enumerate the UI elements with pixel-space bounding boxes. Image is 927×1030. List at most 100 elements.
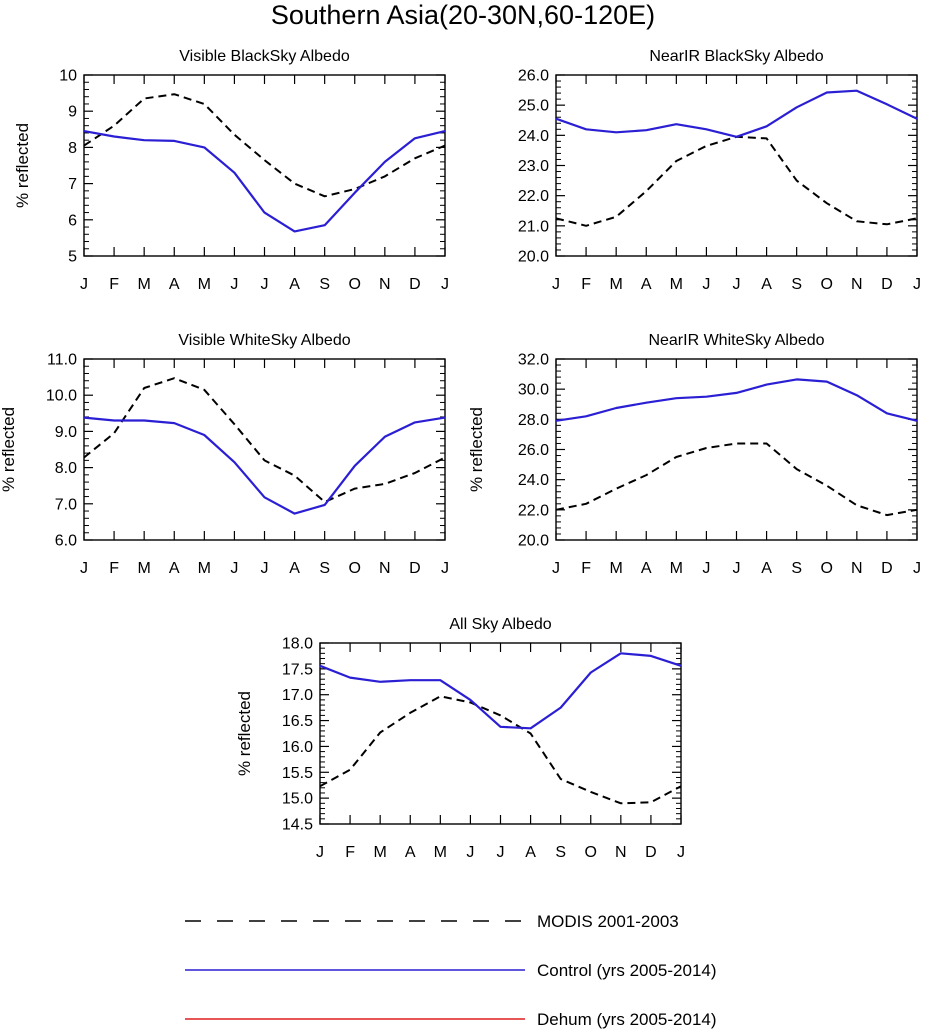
x-tick-label: M <box>670 276 683 293</box>
y-tick-label: 9.0 <box>55 424 77 441</box>
y-tick-label: 30.0 <box>518 382 549 399</box>
y-tick-label: 25.0 <box>518 98 549 115</box>
y-tick-label: 22.0 <box>518 188 549 205</box>
y-tick-label: 16.5 <box>282 713 313 730</box>
y-tick-label: 14.5 <box>282 817 313 834</box>
x-tick-label: F <box>581 560 591 577</box>
x-tick-label: J <box>913 276 921 293</box>
x-tick-label: A <box>405 844 416 861</box>
x-tick-label: N <box>615 844 627 861</box>
legend-label-control: Control (yrs 2005-2014) <box>537 961 717 980</box>
x-tick-label: J <box>441 560 449 577</box>
y-tick-label: 6.0 <box>55 533 77 550</box>
series-line-control <box>555 378 918 422</box>
x-tick-label: A <box>641 560 652 577</box>
x-tick-label: D <box>881 276 893 293</box>
x-tick-label: J <box>733 276 741 293</box>
x-tick-label: M <box>198 560 211 577</box>
series-line-modis <box>83 93 446 198</box>
x-tick-label: D <box>409 276 421 293</box>
x-tick-label: F <box>109 276 119 293</box>
y-axis-label: % reflected <box>235 691 254 776</box>
y-tick-label: 7.0 <box>55 496 77 513</box>
x-tick-label: M <box>198 276 211 293</box>
x-tick-label: J <box>733 560 741 577</box>
x-tick-label: J <box>230 276 238 293</box>
y-tick-label: 22.0 <box>518 502 549 519</box>
series-line-control <box>83 130 446 233</box>
y-tick-label: 24.0 <box>518 128 549 145</box>
y-tick-label: 32.0 <box>518 352 549 369</box>
x-tick-label: O <box>821 276 833 293</box>
x-tick-label: J <box>466 844 474 861</box>
x-tick-label: J <box>677 844 685 861</box>
y-tick-label: 23.0 <box>518 158 549 175</box>
x-tick-label: A <box>169 276 180 293</box>
x-tick-label: S <box>791 560 802 577</box>
x-tick-label: A <box>289 276 300 293</box>
plot-frame <box>319 642 682 825</box>
y-tick-label: 15.0 <box>282 791 313 808</box>
series-line-modis <box>555 135 918 227</box>
panel-nearir-blacksky-albedo: NearIR BlackSky Albedo 20.0 21.0 22.0 23.0 24… <box>518 48 921 293</box>
y-tick-label: 20.0 <box>518 533 549 550</box>
panel-title: NearIR BlackSky Albedo <box>649 48 823 65</box>
y-tick-label: 16.0 <box>282 739 313 756</box>
x-tick-label: S <box>319 560 330 577</box>
y-tick-label: 8.0 <box>55 460 77 477</box>
panel-title: Visible BlackSky Albedo <box>179 48 350 65</box>
x-tick-label: J <box>702 276 710 293</box>
x-tick-label: N <box>851 560 863 577</box>
x-tick-label: J <box>497 844 505 861</box>
x-tick-label: J <box>316 844 324 861</box>
y-tick-label: 24.0 <box>518 472 549 489</box>
panel-visible-blacksky-albedo: Visible BlackSky Albedo 5 6 7 8 9 10 J F M A M J J A S O… <box>13 48 449 293</box>
x-tick-label: N <box>379 560 391 577</box>
plot-frame <box>555 358 918 541</box>
x-tick-label: M <box>610 560 623 577</box>
x-tick-label: A <box>289 560 300 577</box>
y-tick-label: 9 <box>68 104 77 121</box>
x-tick-label: A <box>525 844 536 861</box>
x-tick-label: J <box>552 560 560 577</box>
x-tick-label: A <box>641 276 652 293</box>
x-tick-label: J <box>261 276 269 293</box>
y-tick-label: 10.0 <box>46 388 77 405</box>
panel-visible-whitesky-albedo: Visible WhiteSky Albedo 6.0 7.0 8.0 9.0 10.0 1… <box>0 332 449 577</box>
x-tick-label: O <box>349 560 361 577</box>
x-tick-label: O <box>585 844 597 861</box>
y-tick-label: 17.5 <box>282 661 313 678</box>
x-tick-label: M <box>670 560 683 577</box>
x-tick-label: M <box>610 276 623 293</box>
x-tick-label: A <box>761 560 772 577</box>
x-tick-label: O <box>821 560 833 577</box>
y-tick-label: 26.0 <box>518 442 549 459</box>
plot-frame <box>83 74 446 257</box>
legend-label-dehum: Dehum (yrs 2005-2014) <box>537 1010 717 1029</box>
x-tick-label: A <box>761 276 772 293</box>
panel-title: All Sky Albedo <box>449 616 551 633</box>
x-tick-label: D <box>881 560 893 577</box>
plot-frame <box>555 74 918 257</box>
x-tick-label: J <box>80 560 88 577</box>
y-tick-label: 8 <box>68 140 77 157</box>
x-tick-label: F <box>109 560 119 577</box>
panel-all-sky-albedo: All Sky Albedo 14.5 15.0 15.5 16.0 16.5 17.0 17… <box>235 616 685 861</box>
plot-frame <box>83 358 446 541</box>
series-line-modis <box>83 377 446 503</box>
y-axis-label: % reflected <box>467 407 486 492</box>
y-tick-label: 18.0 <box>282 636 313 653</box>
y-axis-label: % reflected <box>0 407 18 492</box>
y-tick-label: 11.0 <box>47 352 77 369</box>
x-tick-label: S <box>791 276 802 293</box>
x-tick-label: M <box>138 560 151 577</box>
x-tick-label: J <box>230 560 238 577</box>
x-tick-label: J <box>913 560 921 577</box>
panel-nearir-whitesky-albedo: NearIR WhiteSky Albedo 20.0 22.0 24.0 26.0 28… <box>467 332 921 577</box>
y-tick-label: 15.5 <box>282 765 313 782</box>
panel-title: NearIR WhiteSky Albedo <box>648 332 824 349</box>
y-tick-label: 17.0 <box>282 687 313 704</box>
x-tick-label: J <box>261 560 269 577</box>
x-tick-label: J <box>552 276 560 293</box>
series-line-modis <box>555 442 918 517</box>
